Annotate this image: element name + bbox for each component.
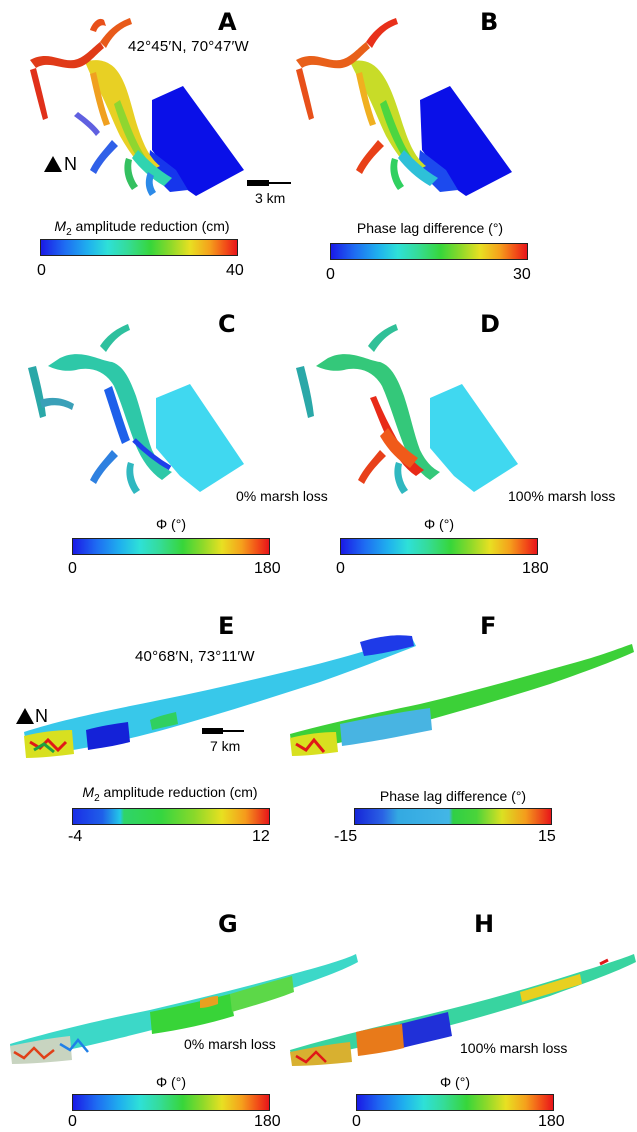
phiD-min-label: 0 bbox=[336, 560, 345, 577]
panel-c-estuary-map bbox=[28, 324, 244, 494]
panel-g-letter: G bbox=[218, 910, 238, 938]
panel-e-north-label: N bbox=[35, 706, 48, 726]
phiC-min-label: 0 bbox=[68, 560, 77, 577]
phiC-colorbar-title: Φ (°) bbox=[156, 516, 186, 532]
phase1-colorbar bbox=[330, 243, 528, 260]
amp2-colorbar-title: M2 amplitude reduction (cm) bbox=[70, 784, 270, 804]
phiD-colorbar-title: Φ (°) bbox=[424, 516, 454, 532]
panel-a-coordinates: 42°45′N, 70°47′W bbox=[128, 38, 249, 55]
phiH-colorbar bbox=[356, 1094, 554, 1111]
amp1-title-text: amplitude reduction (cm) bbox=[71, 218, 230, 234]
panel-a-letter: A bbox=[218, 8, 237, 36]
panel-a-north-label: N bbox=[64, 154, 77, 174]
panel-c-letter: C bbox=[218, 310, 236, 338]
panel-c-marsh-label: 0% marsh loss bbox=[236, 488, 328, 504]
phiH-colorbar-title: Φ (°) bbox=[440, 1074, 470, 1090]
amp1-title-symbol: M bbox=[54, 218, 67, 234]
panel-g-marsh-label: 0% marsh loss bbox=[184, 1036, 276, 1052]
amp2-max-label: 12 bbox=[252, 828, 270, 845]
amp1-title-subscript: 2 bbox=[66, 226, 72, 238]
panel-h-marsh-label: 100% marsh loss bbox=[460, 1040, 568, 1056]
amp1-colorbar bbox=[40, 239, 238, 256]
phase1-max-label: 30 bbox=[513, 266, 531, 283]
panel-a-scale-label: 3 km bbox=[255, 190, 286, 206]
phiG-colorbar bbox=[72, 1094, 270, 1111]
panel-d-estuary-map bbox=[296, 324, 518, 494]
amp2-title-text: amplitude reduction (cm) bbox=[99, 784, 258, 800]
amp2-title-subscript: 2 bbox=[94, 792, 100, 804]
panel-h-bay-map bbox=[290, 954, 636, 1066]
amp1-max-label: 40 bbox=[226, 262, 244, 279]
phiH-min-label: 0 bbox=[352, 1113, 361, 1130]
amp1-min-label: 0 bbox=[37, 262, 46, 279]
phase2-max-label: 15 bbox=[538, 828, 556, 845]
panel-b-letter: B bbox=[480, 8, 499, 36]
amp2-colorbar bbox=[72, 808, 270, 825]
panel-e-scale-bar bbox=[202, 730, 244, 732]
panel-f-bay-map bbox=[290, 644, 634, 756]
phiD-max-label: 180 bbox=[522, 560, 549, 577]
phase1-min-label: 0 bbox=[326, 266, 335, 283]
panel-f-letter: F bbox=[480, 612, 497, 640]
amp2-title-symbol: M bbox=[82, 784, 95, 800]
panel-d-letter: D bbox=[480, 310, 500, 338]
phiG-colorbar-title: Φ (°) bbox=[156, 1074, 186, 1090]
panel-e-bay-map bbox=[24, 635, 416, 758]
amp2-min-label: -4 bbox=[68, 828, 83, 845]
panel-b-estuary-map bbox=[296, 18, 512, 196]
panel-e-north-arrow bbox=[16, 708, 34, 724]
panel-e-coordinates: 40°68′N, 73°11′W bbox=[135, 648, 255, 665]
amp1-colorbar-title: M2 amplitude reduction (cm) bbox=[44, 218, 240, 238]
phase2-colorbar-title: Phase lag difference (°) bbox=[379, 788, 527, 804]
panel-a-scale-bar-thick bbox=[247, 180, 269, 186]
panel-a-north-arrow bbox=[44, 156, 62, 172]
phase2-min-label: -15 bbox=[334, 828, 358, 845]
phiD-colorbar bbox=[340, 538, 538, 555]
panel-d-marsh-label: 100% marsh loss bbox=[508, 488, 616, 504]
phiC-colorbar bbox=[72, 538, 270, 555]
phiG-min-label: 0 bbox=[68, 1113, 77, 1130]
panel-h-letter: H bbox=[474, 910, 495, 938]
phiG-max-label: 180 bbox=[254, 1113, 281, 1130]
panel-e-letter: E bbox=[218, 612, 235, 640]
phiH-max-label: 180 bbox=[538, 1113, 565, 1130]
phase2-colorbar bbox=[354, 808, 552, 825]
panel-e-scale-label: 7 km bbox=[210, 738, 241, 754]
panel-e-scale-bar-thick bbox=[202, 728, 223, 734]
panel-a-scale-bar bbox=[247, 182, 291, 184]
phiC-max-label: 180 bbox=[254, 560, 281, 577]
phase1-colorbar-title: Phase lag difference (°) bbox=[356, 220, 504, 236]
panel-a-estuary-map bbox=[30, 18, 244, 196]
panel-g-bay-map bbox=[10, 954, 358, 1064]
